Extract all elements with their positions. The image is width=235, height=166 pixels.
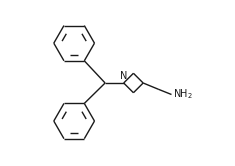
Text: NH$_2$: NH$_2$ — [173, 88, 193, 101]
Text: N: N — [120, 71, 127, 81]
